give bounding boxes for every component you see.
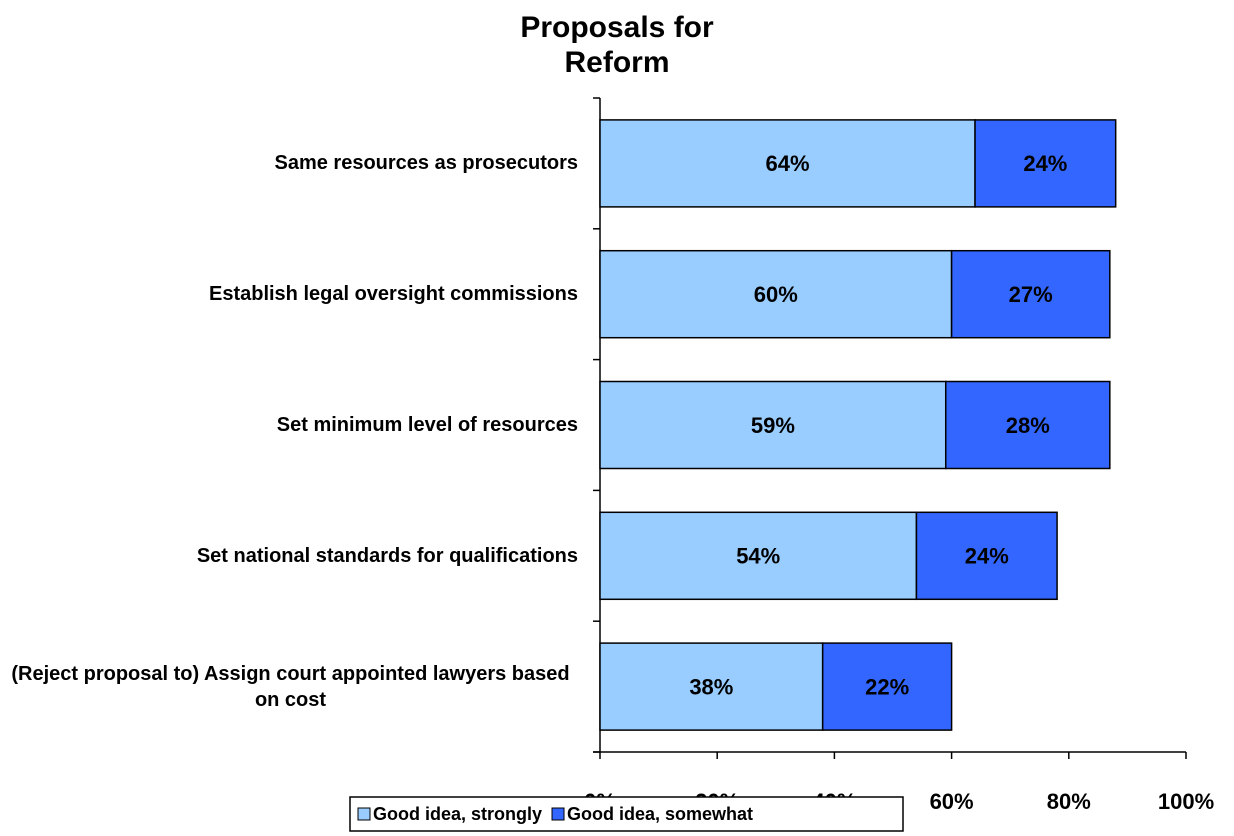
chart-title: Proposals for Reform <box>520 11 714 79</box>
category-label-box: (Reject proposal to) Assign court appoin… <box>0 622 578 752</box>
bar <box>974 119 1117 208</box>
x-tick-label: 80% <box>1047 789 1091 814</box>
value-label: 60% <box>754 282 798 307</box>
y-tick-label: Set minimum level of resources <box>276 414 578 436</box>
bar <box>599 119 976 208</box>
legend-swatch <box>357 807 371 821</box>
bar <box>599 380 947 470</box>
y-tick-label: (Reject proposal to) Assign court appoin… <box>11 662 570 711</box>
x-tick-label: 100% <box>1158 789 1214 814</box>
value-label: 59% <box>751 413 795 438</box>
category-label-box: Set national standards for qualification… <box>0 491 578 621</box>
legend: Good idea, strongly Good idea, somewhat <box>349 796 904 832</box>
x-tick-label: 60% <box>930 789 974 814</box>
bar <box>915 511 1058 601</box>
value-label: 27% <box>1009 282 1053 307</box>
value-label: 28% <box>1006 413 1050 438</box>
legend-label: Good idea, strongly <box>373 804 542 824</box>
y-tick-label: Set national standards for qualification… <box>196 544 578 567</box>
legend-swatch <box>551 807 565 821</box>
value-label: 54% <box>736 544 780 569</box>
y-tick-label: Same resources as prosecutors <box>274 152 579 175</box>
bar <box>821 642 953 731</box>
category-label-box: Establish legal oversight commissions <box>0 229 578 359</box>
value-label: 38% <box>689 674 733 699</box>
bar <box>599 642 824 731</box>
y-tick-label: Establish legal oversight commissions <box>208 283 578 306</box>
value-label: 24% <box>965 544 1009 569</box>
value-label: 24% <box>1023 151 1067 176</box>
value-label: 22% <box>865 674 909 699</box>
legend-label: Good idea, somewhat <box>567 804 753 824</box>
bar <box>944 380 1111 470</box>
legend-box <box>349 796 904 832</box>
value-label: 64% <box>765 151 809 176</box>
bar <box>599 511 918 601</box>
category-label-box: Same resources as prosecutors <box>0 98 579 228</box>
category-label-box: Set minimum level of resources <box>0 360 578 490</box>
bar <box>950 249 1111 339</box>
